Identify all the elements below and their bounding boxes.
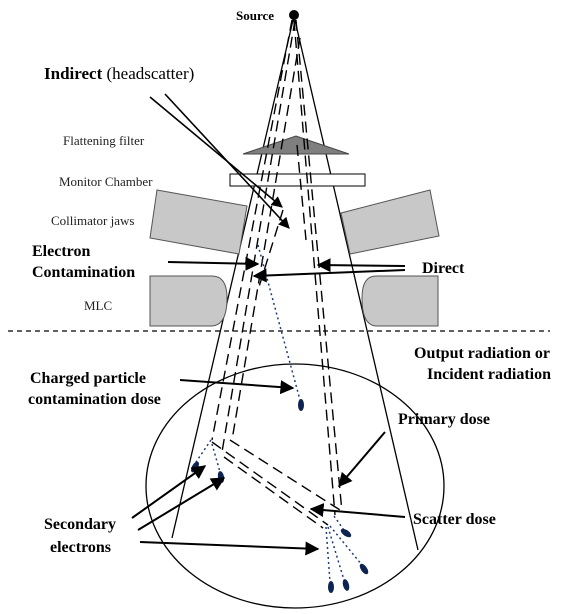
flattening-filter-shape <box>242 135 350 155</box>
secondary-electrons-arrows <box>131 465 320 556</box>
secondary-electron-tip <box>359 563 369 575</box>
primary-dose-arrow <box>338 431 386 488</box>
direct-label: Direct <box>422 260 465 277</box>
indirect-label: Indirect (headscatter) <box>44 64 194 83</box>
direct-arrows <box>252 258 406 283</box>
electron-contamination-label-line2: Contamination <box>32 264 135 281</box>
primary-dose-label: Primary dose <box>398 411 490 428</box>
scatter-dose-arrow <box>309 503 406 518</box>
secondary-electrons-label-line1: Secondary <box>44 516 116 533</box>
scatter-dose-label: Scatter dose <box>413 511 496 528</box>
patient-phantom-ellipse <box>145 363 445 609</box>
mlc-leaf-right <box>361 275 439 327</box>
indirect-label-bold: Indirect <box>44 64 103 83</box>
electron-contamination-arrow <box>167 256 260 271</box>
source-point <box>289 10 299 20</box>
mlc-label: MLC <box>84 298 112 313</box>
output-radiation-label-line2: Incident radiation <box>427 366 551 383</box>
collimator-jaw-left <box>149 189 248 255</box>
source-label: Source <box>236 8 274 23</box>
collimator-jaw-right <box>340 189 440 255</box>
electron-contamination-tip <box>298 399 304 411</box>
electron-contamination-label-line1: Electron <box>32 243 90 260</box>
indirect-arrow <box>149 93 290 229</box>
charged-particle-label-line1: Charged particle <box>30 370 146 387</box>
monitor-chamber-shape <box>229 173 366 187</box>
indirect-label-rest: (headscatter) <box>102 64 194 83</box>
flattening-filter-label: Flattening filter <box>63 133 145 148</box>
charged-particle-arrow <box>179 379 295 395</box>
beam-outline <box>171 15 419 551</box>
secondary-electron-tip <box>340 528 352 538</box>
secondary-electrons-scatter <box>325 515 363 583</box>
collimator-jaws-label: Collimator jaws <box>51 213 134 228</box>
monitor-chamber-label: Monitor Chamber <box>59 174 153 189</box>
secondary-electron-tip <box>342 579 350 591</box>
secondary-electrons-label-line2: electrons <box>50 539 111 556</box>
mlc-leaf-left <box>149 275 228 327</box>
charged-particle-label-line2: contamination dose <box>28 391 161 408</box>
output-radiation-label-line1: Output radiation or <box>414 345 550 362</box>
secondary-electron-tip <box>328 581 334 593</box>
secondary-electron-tip <box>191 461 199 473</box>
